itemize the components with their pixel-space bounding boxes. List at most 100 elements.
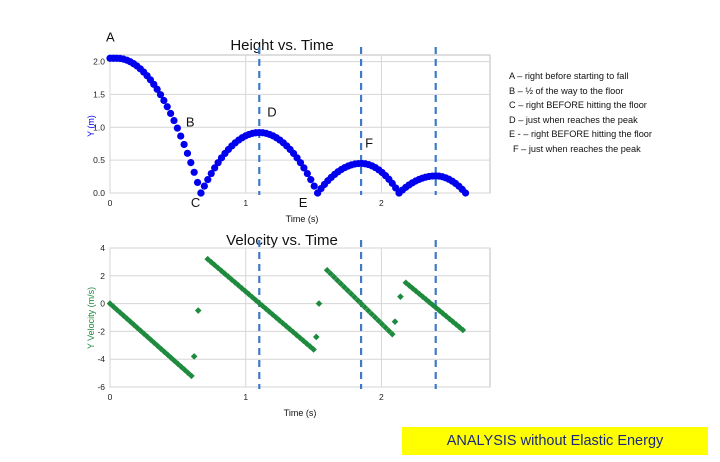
data-point	[303, 340, 311, 347]
data-point	[279, 319, 287, 327]
y-tick-label: 2.0	[93, 57, 105, 67]
annotation-c: C – right BEFORE hitting the floor	[509, 100, 647, 111]
data-point	[190, 168, 198, 176]
point-label-b: B	[186, 115, 195, 130]
data-point	[228, 276, 235, 283]
data-point	[415, 290, 423, 298]
data-point	[378, 320, 386, 328]
data-point	[300, 337, 307, 345]
data-point	[409, 285, 416, 292]
data-point	[245, 290, 252, 298]
data-point	[459, 326, 467, 334]
data-point	[388, 330, 396, 338]
data-point	[361, 303, 369, 311]
height-vlines	[258, 47, 437, 195]
x-tick-label: 2	[379, 198, 384, 208]
data-point	[207, 169, 215, 178]
height-chart-title: Height vs. Time	[230, 37, 333, 54]
data-point	[337, 280, 345, 288]
data-point	[224, 273, 232, 280]
velocity-grid	[109, 247, 491, 388]
height-y-label: Y (m)	[86, 115, 96, 137]
x-tick-label: 1	[243, 198, 248, 208]
x-tick-label: 1	[243, 392, 248, 402]
data-point	[235, 282, 242, 289]
velocity-data-points	[106, 255, 467, 380]
point-label-e: E	[299, 195, 308, 210]
data-point	[375, 317, 382, 325]
data-point	[276, 317, 283, 324]
x-tick-label: 0	[108, 198, 113, 208]
data-point	[432, 304, 440, 312]
annotation-f: F – just when reaches the peak	[513, 143, 641, 154]
data-point	[144, 333, 151, 341]
data-point	[323, 266, 331, 274]
data-point	[392, 184, 400, 192]
data-point	[153, 85, 161, 93]
data-point	[330, 273, 338, 281]
data-point	[193, 178, 202, 187]
data-point	[255, 299, 263, 307]
data-point	[248, 293, 256, 301]
data-point	[188, 372, 195, 380]
analysis-banner: ANALYSIS without Elastic Energy	[402, 427, 708, 455]
data-point	[211, 261, 218, 269]
data-point	[303, 169, 311, 178]
data-point	[296, 159, 305, 167]
data-point	[170, 116, 178, 125]
data-point	[312, 333, 320, 341]
data-point	[157, 345, 165, 353]
height-grid	[109, 54, 491, 194]
data-point	[446, 315, 453, 323]
data-point	[200, 182, 208, 190]
y-tick-label: 4	[100, 243, 105, 253]
height-data-points	[106, 54, 470, 197]
point-label-c: C	[191, 195, 200, 210]
data-point	[307, 176, 315, 184]
data-point	[340, 283, 348, 291]
height-ticks: 0.0 0.5 1.0 1.5 2.0 0 1 2	[93, 57, 384, 208]
data-point	[371, 314, 379, 321]
velocity-ticks: -6 -4 -2 0 2 4 0 1 2	[97, 243, 384, 402]
y-tick-label: 0	[100, 299, 105, 309]
data-point	[382, 324, 389, 331]
data-point	[391, 318, 399, 325]
point-label-f: F	[365, 135, 373, 150]
data-point	[177, 132, 185, 140]
data-point	[282, 322, 290, 330]
data-point	[334, 277, 341, 284]
data-point	[164, 351, 171, 359]
x-tick-label: 2	[379, 392, 384, 402]
y-tick-label: 1.5	[93, 89, 105, 99]
data-point	[364, 307, 372, 314]
data-point	[449, 318, 457, 325]
data-point	[436, 307, 443, 314]
data-point	[327, 270, 334, 277]
plot-frame	[109, 247, 491, 388]
data-point	[439, 310, 447, 317]
annotation-a: A – right before starting to fall	[509, 71, 629, 81]
y-tick-label: 1.0	[93, 122, 105, 132]
data-point	[344, 287, 352, 294]
data-point	[163, 103, 171, 111]
data-point	[113, 306, 121, 313]
data-point	[306, 343, 314, 350]
data-point	[310, 346, 317, 353]
data-point	[197, 189, 205, 197]
data-point	[194, 307, 202, 314]
data-point	[181, 366, 188, 374]
data-point	[397, 293, 404, 300]
height-x-label: Time (s)	[286, 214, 319, 224]
data-point	[211, 164, 219, 172]
data-point	[156, 91, 165, 99]
y-tick-label: 2	[100, 271, 105, 281]
y-tick-label: -2	[97, 326, 105, 336]
y-tick-label: -4	[97, 354, 105, 364]
height-chart: Height vs. Time 0.0 0.5 1.0 1.5 2.0 0 1 2 A B C D E…	[86, 29, 491, 224]
data-point	[133, 324, 141, 331]
data-point	[160, 96, 168, 105]
plot-frame	[109, 54, 491, 194]
data-point	[218, 267, 225, 275]
data-point	[293, 331, 300, 339]
